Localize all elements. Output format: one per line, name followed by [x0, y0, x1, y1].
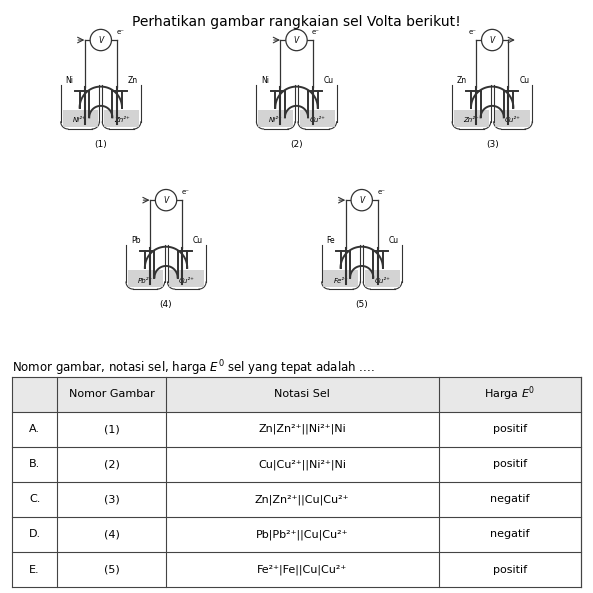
Text: V: V	[490, 36, 495, 44]
Text: (4): (4)	[104, 530, 119, 540]
Text: Fe: Fe	[326, 235, 335, 245]
Polygon shape	[170, 270, 204, 288]
Text: Ni: Ni	[66, 75, 74, 85]
Text: Ni²⁺: Ni²⁺	[269, 117, 283, 123]
Text: Notasi Sel: Notasi Sel	[274, 389, 330, 399]
Text: V: V	[164, 196, 168, 205]
Text: Pb²⁺: Pb²⁺	[138, 278, 153, 283]
Circle shape	[155, 190, 177, 211]
Text: e⁻: e⁻	[181, 189, 190, 196]
Text: Zn|Zn²⁺||Cu|Cu²⁺: Zn|Zn²⁺||Cu|Cu²⁺	[255, 494, 349, 505]
Text: Zn: Zn	[127, 75, 138, 85]
Text: negatif: negatif	[490, 530, 530, 540]
Polygon shape	[324, 270, 358, 288]
Text: e⁻: e⁻	[116, 29, 125, 36]
Text: (4): (4)	[160, 299, 173, 309]
Text: Zn²⁺: Zn²⁺	[114, 117, 129, 123]
Text: Pb|Pb²⁺||Cu|Cu²⁺: Pb|Pb²⁺||Cu|Cu²⁺	[256, 529, 349, 540]
Text: (5): (5)	[355, 299, 368, 309]
Text: positif: positif	[493, 565, 527, 575]
Text: C.: C.	[29, 495, 40, 505]
Text: (1): (1)	[104, 424, 119, 434]
Text: Cu: Cu	[193, 235, 203, 245]
FancyBboxPatch shape	[12, 377, 581, 412]
Polygon shape	[454, 110, 489, 127]
Polygon shape	[128, 270, 162, 288]
Text: Nomor gambar, notasi sel, harga $E^{0}$ sel yang tepat adalah ....: Nomor gambar, notasi sel, harga $E^{0}$ …	[12, 359, 374, 378]
Text: (5): (5)	[104, 565, 119, 575]
Text: Perhatikan gambar rangkaian sel Volta berikut!: Perhatikan gambar rangkaian sel Volta be…	[132, 15, 461, 29]
Polygon shape	[495, 110, 530, 127]
Text: Nomor Gambar: Nomor Gambar	[69, 389, 154, 399]
Text: E.: E.	[29, 565, 40, 575]
Text: e⁻: e⁻	[312, 29, 320, 36]
Text: V: V	[359, 196, 364, 205]
Text: V: V	[294, 36, 299, 44]
Text: Fe²⁺|Fe||Cu|Cu²⁺: Fe²⁺|Fe||Cu|Cu²⁺	[257, 565, 347, 575]
Text: positif: positif	[493, 424, 527, 434]
Circle shape	[90, 30, 111, 51]
Text: Cu²⁺: Cu²⁺	[179, 278, 195, 283]
Text: (2): (2)	[290, 140, 303, 149]
Text: negatif: negatif	[490, 495, 530, 505]
Text: Cu: Cu	[519, 75, 529, 85]
Polygon shape	[104, 110, 139, 127]
Text: Zn²⁺: Zn²⁺	[464, 117, 479, 123]
Circle shape	[351, 190, 372, 211]
Text: D.: D.	[28, 530, 41, 540]
Text: Zn: Zn	[457, 75, 467, 85]
Text: e⁻: e⁻	[468, 29, 477, 36]
Text: Ni: Ni	[261, 75, 269, 85]
Text: Cu: Cu	[323, 75, 333, 85]
Polygon shape	[365, 270, 400, 288]
Text: Ni²⁺: Ni²⁺	[73, 117, 87, 123]
Text: Cu: Cu	[388, 235, 398, 245]
Text: (3): (3)	[486, 140, 499, 149]
Text: Harga $E^{0}$: Harga $E^{0}$	[484, 385, 535, 403]
Text: (2): (2)	[104, 459, 119, 469]
Text: Cu|Cu²⁺||Ni²⁺|Ni: Cu|Cu²⁺||Ni²⁺|Ni	[258, 459, 346, 470]
Polygon shape	[259, 110, 293, 127]
Circle shape	[482, 30, 503, 51]
Text: Pb: Pb	[131, 235, 141, 245]
Circle shape	[286, 30, 307, 51]
Text: Cu²⁺: Cu²⁺	[505, 117, 521, 123]
Text: positif: positif	[493, 459, 527, 469]
Text: (1): (1)	[94, 140, 107, 149]
Text: Cu²⁺: Cu²⁺	[310, 117, 325, 123]
Text: A.: A.	[29, 424, 40, 434]
Text: Cu²⁺: Cu²⁺	[375, 278, 390, 283]
Polygon shape	[299, 110, 334, 127]
Text: Zn|Zn²⁺||Ni²⁺|Ni: Zn|Zn²⁺||Ni²⁺|Ni	[259, 424, 346, 435]
Text: (3): (3)	[104, 495, 119, 505]
Polygon shape	[63, 110, 97, 127]
Text: B.: B.	[29, 459, 40, 469]
Text: V: V	[98, 36, 103, 44]
Text: e⁻: e⁻	[377, 189, 385, 196]
Text: Fe²⁺: Fe²⁺	[334, 278, 348, 283]
